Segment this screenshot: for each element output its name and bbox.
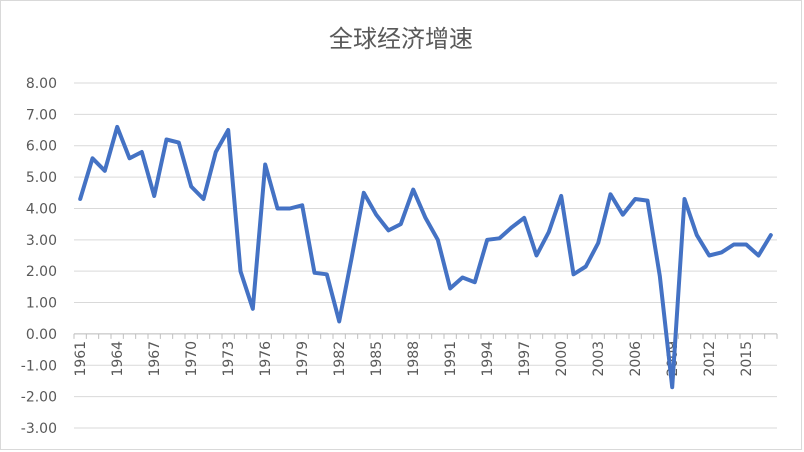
- y-tick-label: 2.00: [26, 264, 57, 280]
- x-tick-label: 1994: [480, 341, 496, 377]
- x-tick-label: 1970: [184, 341, 200, 377]
- x-tick-label: 1997: [517, 341, 533, 377]
- y-tick-label: 0.00: [26, 327, 57, 343]
- x-tick-label: 2012: [702, 341, 718, 377]
- y-tick-label: 6.00: [26, 139, 57, 155]
- x-tick-label: 2015: [739, 341, 755, 377]
- x-tick-label: 1988: [406, 341, 422, 377]
- y-tick-label: 3.00: [26, 233, 57, 249]
- y-tick-label: 4.00: [26, 201, 57, 217]
- x-tick-label: 1961: [73, 341, 89, 377]
- x-tick-label: 1979: [295, 341, 311, 377]
- chart-title: 全球经济增速: [329, 25, 473, 53]
- y-tick-label: 5.00: [26, 170, 57, 186]
- y-tick-label: 1.00: [26, 296, 57, 312]
- x-tick-label: 2000: [554, 341, 570, 377]
- x-tick-label: 1973: [221, 341, 237, 377]
- series-line: [78, 124, 773, 390]
- x-tick-label: 1967: [147, 341, 163, 377]
- x-tick-label: 1982: [332, 341, 348, 377]
- x-tick-label: 1985: [369, 341, 385, 377]
- x-tick-label: 2003: [591, 341, 607, 377]
- y-tick-label: 7.00: [26, 107, 57, 123]
- x-tick-label: 2006: [628, 341, 644, 377]
- y-tick-label: -3.00: [21, 421, 57, 437]
- x-tick-label: 1976: [258, 341, 274, 377]
- y-tick-label: 8.00: [26, 76, 57, 92]
- x-tick-label: 1991: [443, 341, 459, 377]
- y-tick-label: -1.00: [21, 358, 57, 374]
- x-tick-label: 1964: [110, 341, 126, 377]
- y-tick-label: -2.00: [21, 390, 57, 406]
